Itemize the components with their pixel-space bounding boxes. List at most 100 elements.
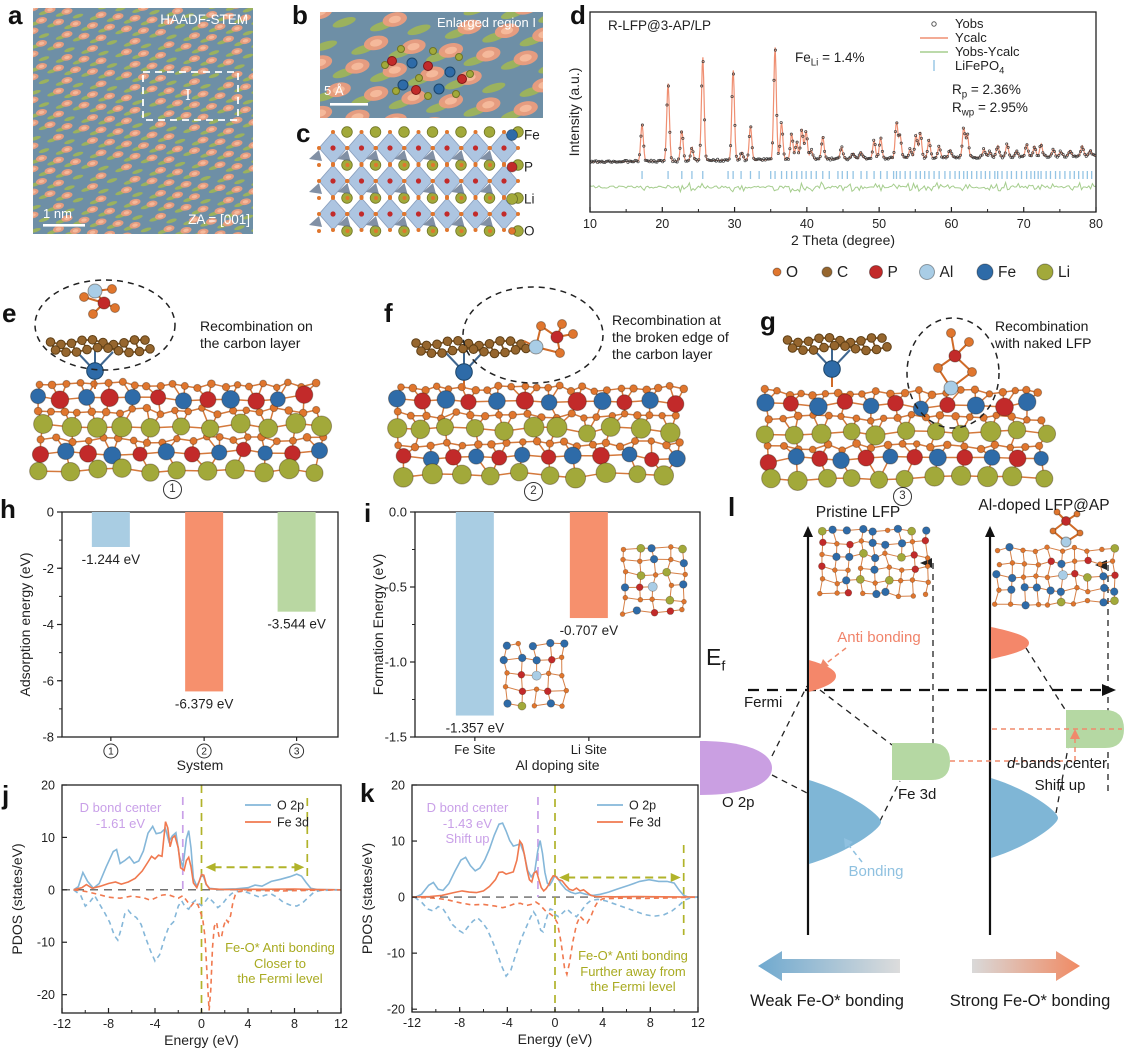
ef-sub: f [721, 658, 726, 675]
caption-g-line2: with naked LFP [995, 334, 1092, 351]
svg-text:Energy (eV): Energy (eV) [518, 1031, 593, 1047]
d-band-j-line1: D bond center [79, 800, 162, 815]
d-bands-rest: -bands center [1015, 755, 1108, 772]
svg-text:60: 60 [944, 217, 958, 231]
antibond-j-line2: Closer to [253, 955, 307, 971]
svg-text:O: O [786, 264, 798, 281]
svg-text:PDOS (states/eV): PDOS (states/eV) [9, 843, 25, 954]
svg-text:20: 20 [655, 217, 669, 231]
svg-text:2 Theta (degree): 2 Theta (degree) [791, 232, 895, 248]
svg-text:80: 80 [1089, 217, 1103, 231]
svg-text:-4: -4 [149, 1017, 160, 1031]
enlarged-region-title: Enlarged region I [436, 15, 536, 30]
svg-text:12: 12 [334, 1017, 348, 1031]
svg-text:Formation Energy (eV): Formation Energy (eV) [370, 554, 386, 696]
svg-text:-4: -4 [502, 1016, 513, 1030]
svg-text:Li: Li [1058, 264, 1070, 281]
antibond-k-line1: Fe-O* Anti bonding [578, 948, 688, 963]
svg-text:Ycalc: Ycalc [955, 30, 987, 45]
bonding-label: Bonding [848, 863, 904, 880]
svg-text:P: P [888, 264, 898, 281]
antibond-j-line3: the Fermi level [237, 971, 323, 987]
antibond-annotation-k: Fe-O* Anti bonding Further away from the… [553, 948, 713, 995]
svg-text:1: 1 [108, 747, 114, 758]
svg-text:-4: -4 [42, 617, 54, 632]
svg-text:50: 50 [872, 217, 886, 231]
panel-k-letter: k [360, 778, 375, 808]
svg-text:8: 8 [647, 1016, 654, 1030]
svg-text:40: 40 [800, 217, 814, 231]
strong-bonding-label: Strong Fe-O* bonding [949, 992, 1111, 1010]
svg-text:20: 20 [391, 779, 405, 793]
panel-a-letter: a [8, 0, 23, 30]
system-number-2: 2 [524, 480, 543, 502]
svg-text:O 2p: O 2p [629, 799, 656, 813]
svg-text:8: 8 [291, 1017, 298, 1031]
svg-text:-0.5: -0.5 [385, 580, 407, 595]
svg-text:-2: -2 [42, 561, 54, 576]
svg-text:4: 4 [599, 1016, 606, 1030]
anti-bonding-label: Anti bonding [837, 629, 921, 646]
d-bands-center-label: d-bands center [988, 755, 1126, 773]
svg-text:PDOS (states/eV): PDOS (states/eV) [359, 843, 375, 954]
scale-bar-a-label: 1 nm [43, 206, 72, 221]
circled-3: 3 [893, 487, 912, 507]
d-band-k-line1: D bond center [426, 800, 509, 815]
fermi-level-symbol: Ef [706, 644, 725, 676]
svg-text:Yobs-Ycalc: Yobs-Ycalc [955, 44, 1020, 59]
svg-text:Adsorption energy (eV): Adsorption energy (eV) [17, 553, 33, 697]
ef-base: E [706, 644, 722, 670]
svg-text:0: 0 [47, 505, 54, 520]
svg-text:2: 2 [201, 747, 207, 758]
svg-text:-1.0: -1.0 [385, 655, 407, 670]
svg-text:LiFePO4: LiFePO4 [955, 58, 1004, 76]
d-band-annotation-k: D bond center -1.43 eV Shift up [400, 800, 535, 847]
svg-text:Al: Al [940, 264, 954, 281]
svg-text:4: 4 [245, 1017, 252, 1031]
svg-text:Rp = 2.36%: Rp = 2.36% [952, 82, 1021, 101]
region-box-label: I [185, 86, 191, 104]
svg-text:System: System [177, 757, 224, 773]
haadf-stem-label: HAADF-STEM [160, 12, 248, 27]
svg-text:0: 0 [198, 1017, 205, 1031]
svg-text:FeLi = 1.4%: FeLi = 1.4% [795, 50, 865, 69]
antibond-j-line1: Fe-O* Anti bonding [225, 940, 335, 955]
svg-text:Yobs: Yobs [955, 16, 984, 31]
system-number-3: 3 [893, 485, 912, 507]
al-doped-lfp-title: Al-doped LFP@AP [978, 497, 1110, 514]
svg-text:3: 3 [294, 747, 300, 758]
fe3d-label: Fe 3d [898, 786, 937, 803]
antibond-k-line3: the Fermi level [590, 979, 676, 995]
svg-text:-6: -6 [42, 673, 54, 688]
antibond-k-line2: Further away from [580, 963, 686, 979]
svg-text:Li: Li [524, 192, 535, 207]
svg-text:-3.544 eV: -3.544 eV [267, 617, 326, 632]
d-band-k-line2: -1.43 eV [442, 815, 493, 831]
svg-text:30: 30 [728, 217, 742, 231]
svg-text:Rwp = 2.95%: Rwp = 2.95% [952, 100, 1028, 119]
zone-axis-label: ZA = [001] [188, 212, 250, 227]
svg-text:-20: -20 [37, 988, 55, 1002]
svg-text:10: 10 [41, 831, 55, 845]
panel-d-letter: d [570, 0, 586, 30]
svg-text:P: P [524, 160, 533, 175]
circled-2: 2 [524, 482, 543, 502]
svg-text:O 2p: O 2p [277, 799, 304, 813]
svg-text:10: 10 [391, 835, 405, 849]
caption-g-line1: Recombination [995, 318, 1089, 334]
svg-text:0: 0 [398, 891, 405, 905]
svg-text:70: 70 [1017, 217, 1031, 231]
panel-c-letter: c [296, 118, 311, 148]
svg-text:10: 10 [583, 217, 597, 231]
svg-text:R-LFP@3-AP/LP: R-LFP@3-AP/LP [608, 18, 711, 33]
svg-text:-1.5: -1.5 [385, 730, 407, 745]
pristine-lfp-title: Pristine LFP [815, 504, 901, 521]
svg-text:Energy (eV): Energy (eV) [164, 1032, 239, 1048]
svg-text:-10: -10 [37, 936, 55, 950]
svg-text:12: 12 [691, 1016, 705, 1030]
caption-f-line2: the broken edge of [612, 328, 729, 345]
caption-f-line3: the carbon layer [612, 345, 713, 362]
circled-1: 1 [163, 480, 182, 500]
panel-i-letter: i [364, 498, 372, 528]
